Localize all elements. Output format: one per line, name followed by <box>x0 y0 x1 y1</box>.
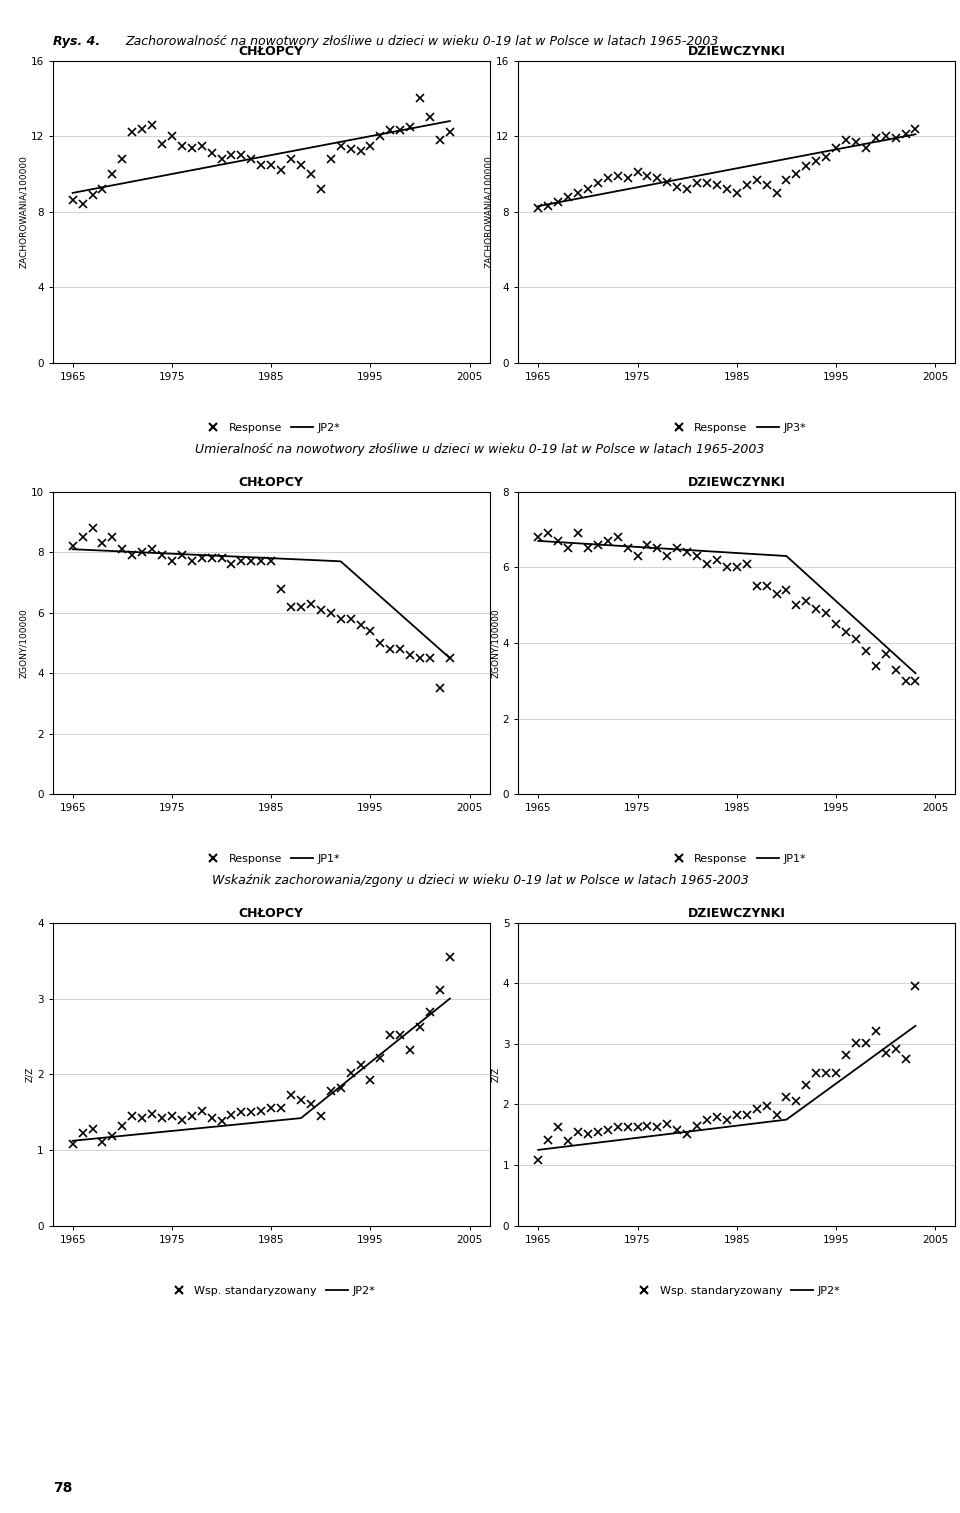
Text: OPIEKA PALIATYWNA NAD DZIEĆMI, WYDANIE XIV, WARSZAWA 2006: OPIEKA PALIATYWNA NAD DZIEĆMI, WYDANIE X… <box>10 584 19 929</box>
Title: DZIEWCZYNKI: DZIEWCZYNKI <box>688 45 785 57</box>
Legend: Response, JP1*: Response, JP1* <box>203 855 340 864</box>
Y-axis label: Z/Z: Z/Z <box>491 1067 500 1082</box>
Y-axis label: ZGONY/100000: ZGONY/100000 <box>491 608 500 678</box>
Text: Rys. 4.: Rys. 4. <box>53 35 100 48</box>
Text: Zachorowalność na nowotwory złośliwe u dzieci w wieku 0-19 lat w Polsce w latach: Zachorowalność na nowotwory złośliwe u d… <box>125 35 718 48</box>
Title: CHŁOPCY: CHŁOPCY <box>239 908 303 920</box>
Legend: Response, JP2*: Response, JP2* <box>202 424 341 433</box>
Text: Umieralność na nowotwory złośliwe u dzieci w wieku 0-19 lat w Polsce w latach 19: Umieralność na nowotwory złośliwe u dzie… <box>195 443 765 455</box>
Legend: Wsp. standaryzowany, JP2*: Wsp. standaryzowany, JP2* <box>167 1286 375 1295</box>
Text: 78: 78 <box>53 1481 72 1495</box>
Y-axis label: ZACHOROWANIA/100000: ZACHOROWANIA/100000 <box>19 156 28 268</box>
Title: CHŁOPCY: CHŁOPCY <box>239 45 303 57</box>
Y-axis label: ZGONY/100000: ZGONY/100000 <box>19 608 28 678</box>
Legend: Response, JP3*: Response, JP3* <box>668 424 805 433</box>
Title: CHŁOPCY: CHŁOPCY <box>239 477 303 489</box>
Title: DZIEWCZYNKI: DZIEWCZYNKI <box>688 477 785 489</box>
Y-axis label: ZACHOROWANIA/100000: ZACHOROWANIA/100000 <box>485 156 493 268</box>
Legend: Response, JP1*: Response, JP1* <box>668 855 805 864</box>
Legend: Wsp. standaryzowany, JP2*: Wsp. standaryzowany, JP2* <box>633 1286 841 1295</box>
Y-axis label: Z/Z: Z/Z <box>25 1067 35 1082</box>
Text: Wskaźnik zachorowania/zgony u dzieci w wieku 0-19 lat w Polsce w latach 1965-200: Wskaźnik zachorowania/zgony u dzieci w w… <box>211 875 749 887</box>
Title: DZIEWCZYNKI: DZIEWCZYNKI <box>688 908 785 920</box>
